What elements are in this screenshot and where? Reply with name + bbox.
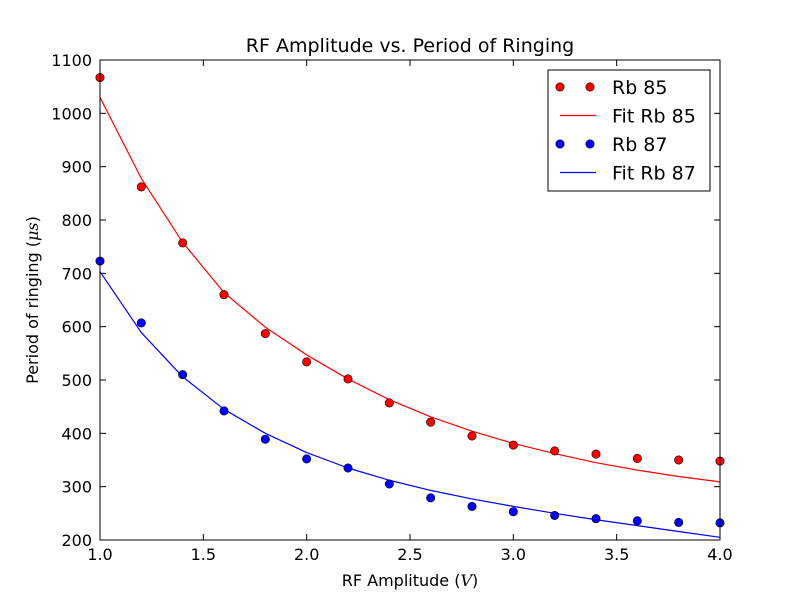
legend-swatch-rb-85: [555, 82, 565, 92]
data-point-rb-87: [260, 434, 270, 444]
y-tick-label: 1000: [51, 104, 92, 123]
data-point-rb-87: [508, 507, 518, 517]
y-tick-label: 600: [61, 318, 92, 337]
data-point-rb-85: [219, 290, 229, 300]
series-line-fit-rb-85: [100, 97, 720, 483]
x-tick-label: 3.5: [604, 545, 629, 564]
x-tick-label: 1.5: [191, 545, 216, 564]
legend-label-fit-rb-87: Fit Rb 87: [612, 163, 696, 185]
data-point-rb-85: [508, 440, 518, 450]
data-point-rb-87: [136, 318, 146, 328]
data-point-rb-85: [550, 446, 560, 456]
x-axis-label: RF Amplitude (V): [342, 571, 479, 590]
data-point-rb-87: [467, 501, 477, 511]
x-tick-label: 3.0: [501, 545, 526, 564]
legend: Rb 85 Fit Rb 85 Rb 87 Fit Rb 87: [547, 69, 711, 192]
data-point-rb-85: [674, 455, 684, 465]
data-point-rb-85: [302, 357, 312, 367]
y-tick-label: 900: [61, 158, 92, 177]
legend-items: Rb 85 Fit Rb 85 Rb 87 Fit Rb 87: [555, 77, 696, 185]
legend-label-rb-85: Rb 85: [612, 77, 667, 99]
y-tick-label: 700: [61, 264, 92, 283]
data-point-rb-87: [219, 406, 229, 416]
legend-swatch-rb-87: [555, 139, 565, 149]
data-point-rb-85: [467, 431, 477, 441]
y-tick-label: 500: [61, 371, 92, 390]
data-point-rb-85: [632, 453, 642, 463]
data-point-rb-85: [260, 329, 270, 339]
x-tick-label: 1.0: [87, 545, 112, 564]
data-point-rb-87: [426, 493, 436, 503]
data-point-rb-87: [302, 454, 312, 464]
data-point-rb-87: [178, 370, 188, 380]
legend-label-rb-87: Rb 87: [612, 134, 667, 156]
data-point-rb-87: [591, 514, 601, 524]
x-axis-unit: V: [460, 571, 473, 590]
data-point-rb-85: [136, 182, 146, 192]
legend-label-fit-rb-85: Fit Rb 85: [612, 106, 696, 128]
data-point-rb-87: [674, 517, 684, 527]
y-axis-label-text: Period of ringing: [23, 252, 42, 384]
y-tick-label: 400: [61, 424, 92, 443]
y-tick-label: 300: [61, 478, 92, 497]
ticks-layer: 1.0 1.5 2.0 2.5 3.0 3.5 4.0 200 300 400 500 600 700 8…: [51, 51, 732, 564]
legend-box: [547, 69, 711, 192]
data-point-rb-87: [632, 516, 642, 526]
y-axis-label: Period of ringing (μs): [23, 216, 42, 384]
chart-title: RF Amplitude vs. Period of Ringing: [246, 35, 574, 57]
x-axis-label-text: RF Amplitude: [342, 571, 449, 590]
x-tick-label: 2.5: [397, 545, 422, 564]
x-tick-label: 4.0: [707, 545, 732, 564]
legend-swatch-rb-87: [585, 139, 595, 149]
data-point-rb-85: [384, 398, 394, 408]
data-point-rb-85: [343, 374, 353, 384]
y-tick-label: 1100: [51, 51, 92, 70]
data-point-rb-85: [591, 449, 601, 459]
y-axis-unit: μs: [23, 222, 42, 241]
data-point-rb-87: [550, 510, 560, 520]
y-tick-label: 200: [61, 531, 92, 550]
data-point-rb-85: [178, 238, 188, 248]
y-tick-label: 800: [61, 211, 92, 230]
series-line-fit-rb-87: [100, 271, 720, 538]
legend-swatch-rb-85: [585, 82, 595, 92]
data-point-rb-87: [343, 463, 353, 473]
series-layer: [100, 97, 720, 538]
x-tick-label: 2.0: [294, 545, 319, 564]
data-point-rb-87: [384, 479, 394, 489]
data-point-rb-85: [426, 417, 436, 427]
